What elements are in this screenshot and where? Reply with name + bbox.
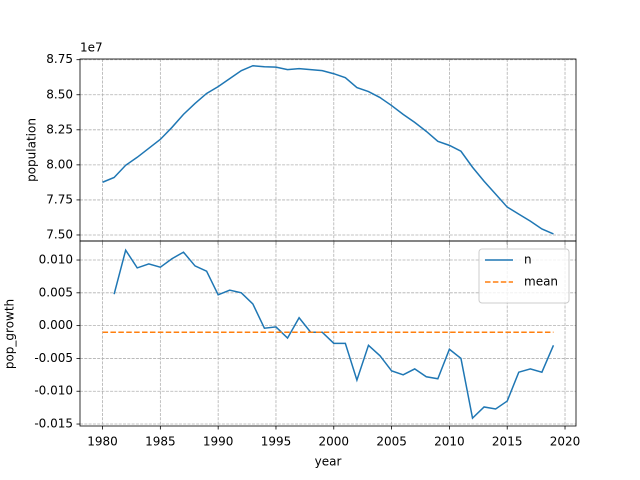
y-tick-label: 8.00 <box>46 157 73 171</box>
y-axis-title: pop_growth <box>3 299 17 369</box>
y-tick-label: 8.75 <box>46 52 73 66</box>
y-tick-label: -0.005 <box>34 351 73 365</box>
y-tick-label: 0.000 <box>39 318 73 332</box>
legend-label: n <box>524 253 532 267</box>
y-tick-label: -0.015 <box>34 417 73 431</box>
x-tick-label: 2005 <box>376 435 407 449</box>
x-tick-label: 2000 <box>319 435 350 449</box>
y-tick-label: 0.005 <box>39 285 73 299</box>
x-tick-label: 1995 <box>261 435 292 449</box>
x-tick-label: 1990 <box>203 435 234 449</box>
y-tick-label: 0.010 <box>39 253 73 267</box>
data-line <box>113 248 555 420</box>
x-tick-label: 1985 <box>145 435 176 449</box>
y-offset-label: 1e7 <box>80 41 103 55</box>
y-tick-label: 7.75 <box>46 192 73 206</box>
x-axis-title: year <box>315 455 342 469</box>
data-line <box>102 64 554 235</box>
y-tick-label: 7.50 <box>46 227 73 241</box>
legend-box <box>478 248 570 304</box>
x-tick-label: 2010 <box>434 435 465 449</box>
y-tick-label: 8.25 <box>46 122 73 136</box>
x-tick-label: 2015 <box>492 435 523 449</box>
x-tick-label: 1980 <box>87 435 118 449</box>
x-tick-label: 2020 <box>550 435 581 449</box>
y-axis-title: population <box>25 118 39 182</box>
axes-frame <box>79 240 577 427</box>
y-tick-label: -0.010 <box>34 384 73 398</box>
legend-label: mean <box>524 275 558 289</box>
y-tick-label: 8.50 <box>46 87 73 101</box>
